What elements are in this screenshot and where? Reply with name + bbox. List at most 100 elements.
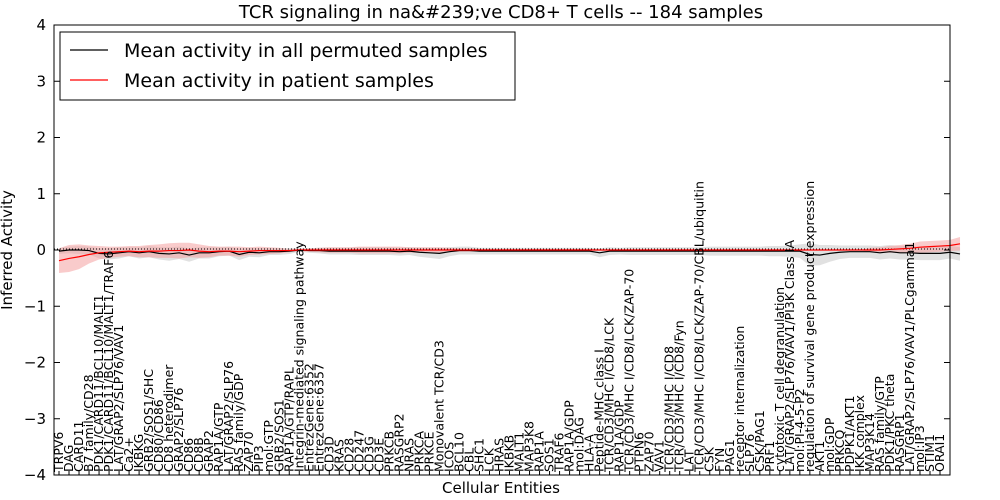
x-category-label: EntrezGene:6357 <box>311 363 326 472</box>
x-category-label: CD86 <box>181 438 196 472</box>
x-category-label: LAT/GRAP2/SLP76/VAV1/PI3K Class IA <box>782 240 797 472</box>
x-category-label: CD28 <box>341 438 356 472</box>
series-line-patient <box>58 243 961 262</box>
x-category-label: TCR/CD3/MHC I/CD8/LCK <box>602 317 617 473</box>
x-category-label: mol:DAG <box>572 417 587 472</box>
x-category-label: LAT/GRAP2/SLP76/VAV1 <box>111 325 126 472</box>
legend-box <box>59 31 516 101</box>
x-category-label: DAG <box>61 445 76 472</box>
x-category-label: GRAP2/SLP76 <box>171 387 186 472</box>
x-category-label: IKBKB <box>502 435 517 472</box>
x-category-label: CD8B <box>191 437 206 472</box>
x-category-label: MAP3K14 <box>862 413 877 472</box>
x-category-label: TCR/CD3/MHC I/CD8/Fyn <box>672 320 687 473</box>
x-category-label: ZAP70 <box>642 431 657 472</box>
legend-label-permuted: Mean activity in all permuted samples <box>124 40 487 62</box>
x-category-label: mol:GTP <box>261 420 276 472</box>
x-category-label: CSK <box>702 446 717 472</box>
y-tick-label: −3 <box>24 410 46 428</box>
x-category-label: PRKCB <box>381 431 396 472</box>
x-category-label: RAP1A/GDP <box>562 400 577 472</box>
x-category-label: RASGRP1 <box>892 413 907 472</box>
x-category-label: AKT1 <box>812 441 827 472</box>
x-category-label: HLA-A <box>582 434 597 472</box>
x-category-label: cytotoxic T cell degranulation <box>772 287 787 472</box>
x-category-label: RAS family/GTP <box>872 376 887 472</box>
x-category-label: PRKCA <box>411 431 426 472</box>
x-category-label: KRAS <box>331 439 346 472</box>
x-category-label: HRAS <box>492 438 507 472</box>
x-category-label: B7 family/CD28 <box>81 374 96 472</box>
x-category-label: BCL10 <box>451 432 466 472</box>
x-category-label: mol:IP3 <box>912 425 927 472</box>
x-category-label: GRAP2 <box>201 430 216 472</box>
x-category-label: CD3D <box>321 436 336 472</box>
x-category-label: PTPN6 <box>632 432 647 472</box>
x-category-label: ICOS <box>441 442 456 472</box>
x-category-label: CD3E <box>371 438 386 472</box>
x-category-label: LAT <box>682 449 697 472</box>
x-category-label: receptor internalization <box>732 326 747 472</box>
y-tick-label: 3 <box>36 72 46 90</box>
x-category-label: FYN <box>712 448 727 472</box>
x-category-label: LCK <box>481 447 496 472</box>
x-category-label: CARD11 <box>71 421 86 473</box>
x-category-label: SLP76 <box>742 434 757 472</box>
x-category-label: mol:GDP <box>822 417 837 472</box>
x-category-label: RAP1A/GTP <box>211 402 226 472</box>
x-category-label: ORAI1 <box>932 434 947 472</box>
y-tick-label: −4 <box>24 466 46 484</box>
x-category-label: TCR/CD3/MHC I/CD8/LCK/ZAP-70 <box>622 269 637 473</box>
x-category-label: CD8 heterodimer <box>161 364 176 472</box>
legend: Mean activity in all permuted samples Me… <box>59 31 516 101</box>
x-category-label: RAP1A/GTP/RAPL <box>281 367 296 472</box>
y-tick-label: 4 <box>36 16 46 34</box>
x-category-label: ZAP70 <box>241 431 256 472</box>
x-category-label: CD3G <box>361 436 376 472</box>
x-category-label: GRB2/SOS1 <box>271 399 286 472</box>
x-category-label: PDK1/CARD11/BCL10/MALT1/TRAF6 <box>101 251 116 472</box>
x-category-label: CD247 <box>351 430 366 472</box>
x-category-label: SOS1 <box>542 438 557 472</box>
x-category-label: PAG1 <box>722 439 737 472</box>
x-category-label: TRAF6 <box>552 432 567 473</box>
y-axis-title: Inferred Activity <box>0 190 16 310</box>
x-category-label: RAP1A <box>532 431 547 472</box>
y-tick-label: 1 <box>36 185 46 203</box>
x-category-label: CBL <box>461 448 476 472</box>
x-category-label: CD80/CD86 <box>151 399 166 472</box>
x-category-label: RAS family/GDP <box>231 373 246 472</box>
x-axis-title: Cellular Entities <box>442 479 560 497</box>
x-category-label: regulation of survival gene product expr… <box>802 181 817 472</box>
x-category-label: LAT/GRAP2/SLP76 <box>221 361 236 472</box>
x-category-label: CSK/PAG1 <box>752 410 767 472</box>
x-category-label: MALT1 <box>512 432 527 472</box>
x-category-label: NRAS <box>401 438 416 472</box>
x-category-label: PDK1/CARD11/BCL10/MALT1 <box>91 294 106 472</box>
legend-label-patient: Mean activity in patient samples <box>124 70 434 92</box>
x-category-label: PIP3 <box>251 445 266 472</box>
y-tick-label: −2 <box>24 354 46 372</box>
x-category-label: LAT/GRAP2/SLP76/VAV1/PLCgamma1 <box>902 242 917 472</box>
x-category-label: MAP3K8 <box>522 421 537 472</box>
x-category-label: IKBKG <box>131 434 146 472</box>
y-tick-label: 0 <box>36 241 46 259</box>
x-category-label: Peptide-MHC class I <box>592 349 607 472</box>
y-tick-label: −1 <box>24 297 46 315</box>
x-category-label: TRPV6 <box>51 432 66 473</box>
y-tick-label: 2 <box>36 129 46 147</box>
x-category-label: Monovalent TCR/CD3 <box>431 340 446 472</box>
x-category-label: PRKCE <box>421 432 436 472</box>
x-category-label: mol:PI-4-5-P2 <box>792 388 807 472</box>
x-category-label: PDPK1/AKT1 <box>842 396 857 472</box>
series-line-permuted <box>58 249 961 256</box>
x-category-label: VAV1 <box>652 440 667 472</box>
x-category-label: TCR/CD3/MHC I/CD8/LCK/ZAP-70/CBL/ubiquit… <box>692 181 707 473</box>
x-category-label: EntrezGene:6352 <box>301 363 316 472</box>
x-category-label: PRF1 <box>762 441 777 472</box>
x-category-label: TCR/CD3/MHC I/CD8 <box>662 346 677 473</box>
x-category-label: Integrin-mediated signaling pathway <box>291 241 306 472</box>
chart-title: TCR signaling in na&#239;ve CD8+ T cells… <box>238 2 763 23</box>
x-category-label: Ca2+ <box>121 437 136 472</box>
